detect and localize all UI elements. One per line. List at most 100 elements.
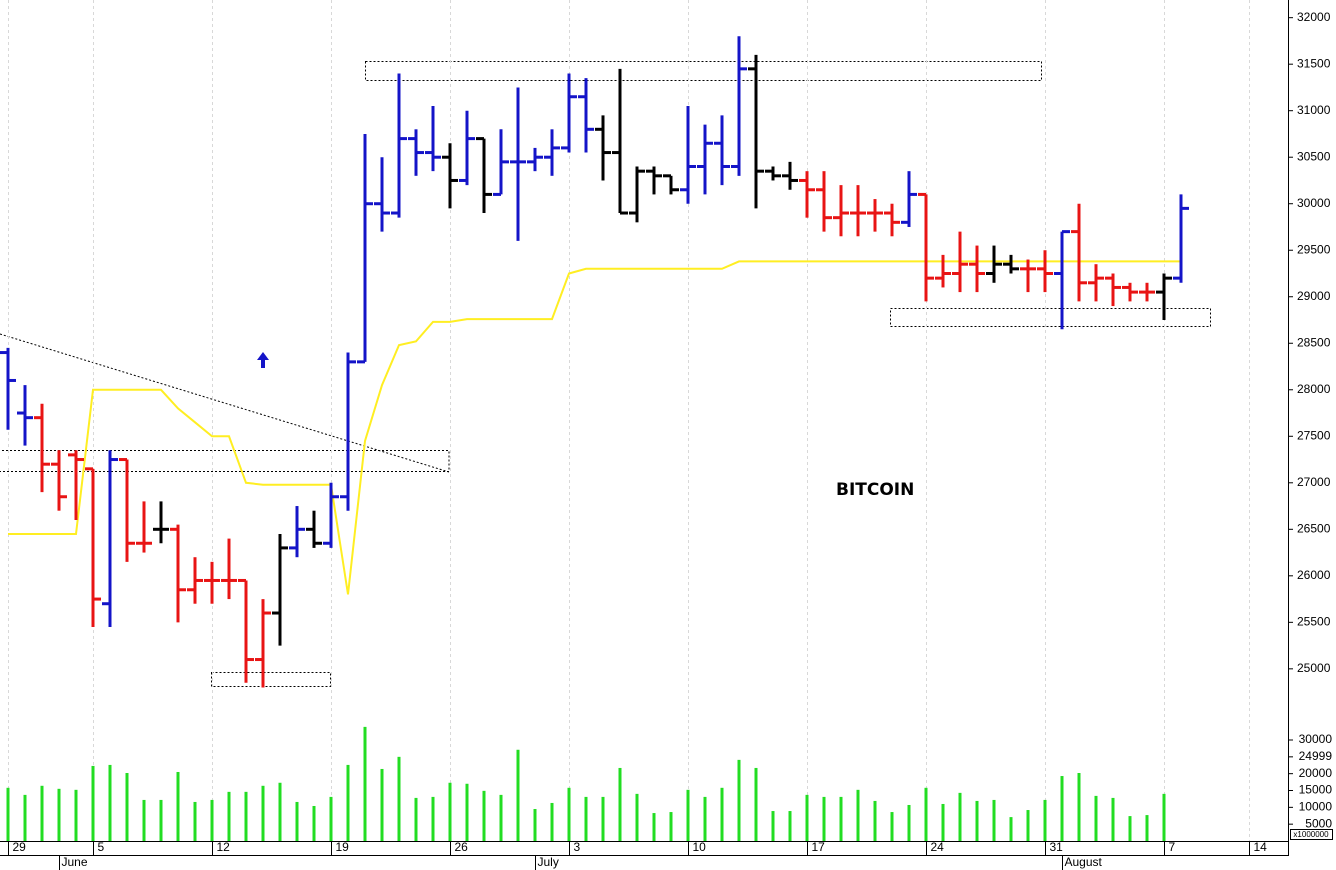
volume-bar [720, 787, 724, 841]
volume-bar [839, 796, 843, 841]
volume-bar [346, 764, 350, 841]
volume-bar [890, 812, 894, 841]
volume-bar [737, 759, 741, 841]
volume-bar [788, 811, 792, 841]
resistance-box [365, 61, 1042, 81]
volume-bar [1009, 817, 1013, 841]
zone-box [0, 450, 450, 472]
volume-bar [754, 767, 758, 841]
volume-bar [822, 796, 826, 841]
volume-bar [6, 787, 10, 841]
volume-bar [91, 765, 95, 841]
volume-bar [465, 783, 469, 841]
volume-bar [397, 756, 401, 841]
x-tick-label: 7 [1169, 840, 1176, 854]
volume-bar [380, 768, 384, 841]
volume-bar [40, 785, 44, 841]
volume-unit-label: x1000000 [1293, 830, 1329, 839]
support-box [890, 308, 1211, 327]
volume-bar [1128, 816, 1132, 841]
y-tick-label: 5000 [1305, 816, 1332, 830]
volume-bar [601, 796, 605, 841]
volume-bar [431, 796, 435, 841]
volume-bar [363, 726, 367, 841]
x-tick-label: 12 [217, 840, 231, 854]
month-label: August [1065, 855, 1103, 869]
y-tick-label: 30500 [1297, 149, 1331, 163]
y-tick-label: 27000 [1297, 475, 1331, 489]
y-tick-label: 31000 [1297, 103, 1331, 117]
month-label: July [538, 855, 559, 869]
volume-bar [567, 787, 571, 841]
x-tick-label: 24 [931, 840, 945, 854]
y-tick-label: 29500 [1297, 242, 1331, 256]
volume-bar [261, 785, 265, 841]
support-box [211, 672, 331, 687]
y-tick-label: 15000 [1299, 783, 1333, 797]
volume-bar [635, 793, 639, 841]
volume-bar [1162, 793, 1166, 841]
volume-bar [193, 801, 197, 841]
volume-bar [686, 789, 690, 841]
chart-annotation: BITCOIN [836, 480, 914, 500]
volume-bar [108, 764, 112, 841]
volume-bar [227, 791, 231, 841]
y-tick-label: 26500 [1297, 521, 1331, 535]
unit-box [1290, 829, 1333, 840]
y-tick-label: 25000 [1297, 661, 1331, 675]
volume-bar [924, 787, 928, 841]
volume-bar [329, 796, 333, 841]
x-tick-label: 31 [1050, 840, 1064, 854]
volume-bar [856, 789, 860, 841]
volume-bar [1043, 799, 1047, 841]
x-tick-label: 14 [1254, 840, 1268, 854]
x-tick-label: 29 [13, 840, 27, 854]
volume-bar [414, 797, 418, 841]
y-tick-label: 28500 [1297, 335, 1331, 349]
y-tick-label: 26000 [1297, 568, 1331, 582]
volume-bar [1094, 795, 1098, 841]
y-tick-label: 24999 [1299, 749, 1333, 763]
volume-bar [516, 749, 520, 841]
volume-bar [482, 790, 486, 841]
volume-bar [23, 794, 27, 841]
volume-bar [125, 773, 129, 841]
volume-bar [142, 799, 146, 841]
volume-bar [74, 789, 78, 841]
volume-bar [584, 796, 588, 841]
y-tick-label: 20000 [1299, 766, 1333, 780]
volume-bar [278, 782, 282, 841]
y-tick-label: 29000 [1297, 289, 1331, 303]
volume-bar [1077, 773, 1081, 841]
volume-bar [448, 782, 452, 841]
y-tick-label: 30000 [1299, 732, 1333, 746]
annotation-shapes [0, 61, 1211, 687]
volume-bar [975, 800, 979, 841]
volume-bar [57, 788, 61, 841]
volume-bar [533, 809, 537, 841]
volume-bar [618, 767, 622, 841]
volume-bar [703, 796, 707, 841]
x-tick-label: 17 [812, 840, 826, 854]
x-tick-label: 3 [574, 840, 581, 854]
volume-bar [992, 799, 996, 841]
x-tick-label: 19 [336, 840, 350, 854]
volume-bar [669, 812, 673, 841]
y-tick-label: 31500 [1297, 56, 1331, 70]
volume-bar [1060, 776, 1064, 841]
y-tick-label: 10000 [1299, 800, 1333, 814]
volume-bar [159, 799, 163, 841]
volume-bar [958, 792, 962, 841]
volume-bar [176, 771, 180, 841]
volume-bar [244, 791, 248, 841]
y-tick-label: 27500 [1297, 428, 1331, 442]
average-line [8, 260, 1181, 595]
volume-bar [550, 802, 554, 841]
volume-bar [873, 800, 877, 841]
volume-bar [941, 803, 945, 841]
volume-bar [1145, 815, 1149, 841]
volume-bar [312, 805, 316, 841]
